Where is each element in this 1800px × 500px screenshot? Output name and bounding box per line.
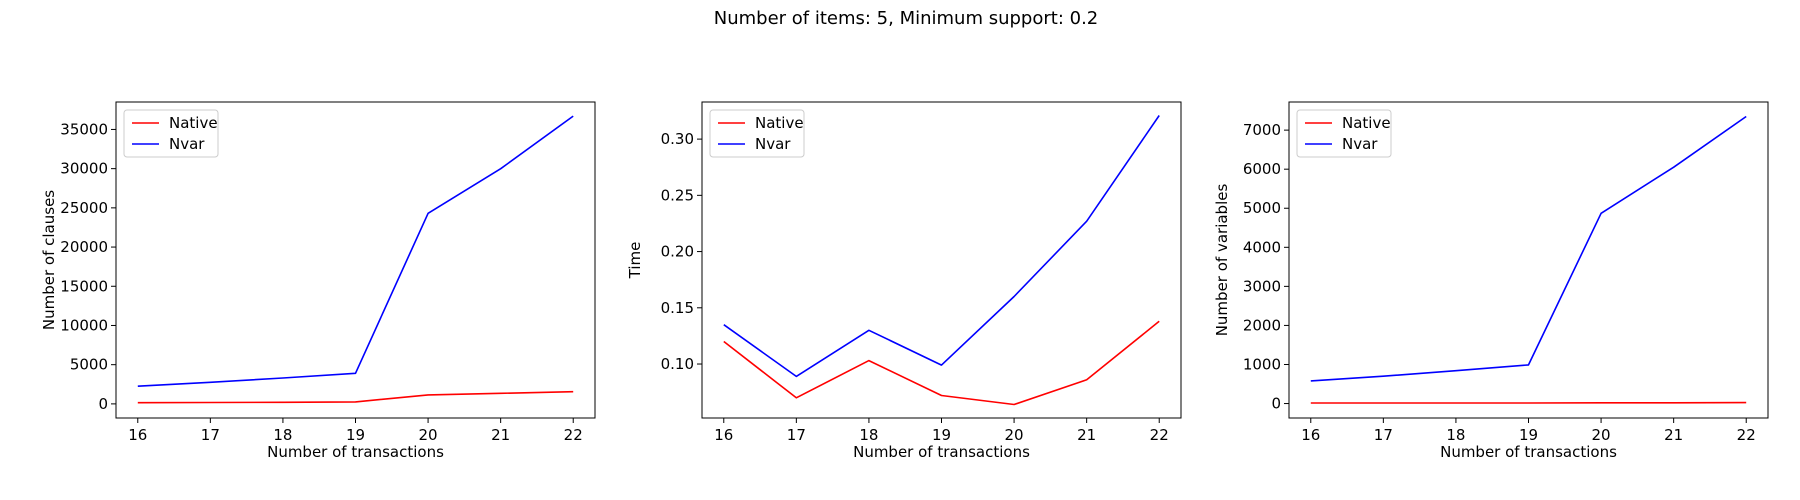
series-line-nvar	[1310, 115, 1747, 382]
legend-box	[1296, 109, 1392, 158]
y-axis-label: Number of variables	[1213, 184, 1231, 337]
x-tick-label: 21	[1664, 426, 1683, 444]
y-tick-label: 3000	[1243, 277, 1281, 295]
x-tick-label: 19	[1519, 426, 1538, 444]
y-tick-label: 1000	[1243, 355, 1281, 373]
y-tick-label: 0.30	[661, 130, 694, 148]
legend-label-nvar: Nvar	[1342, 135, 1378, 153]
legend-label-native: Native	[169, 114, 218, 132]
x-tick-label: 16	[714, 426, 733, 444]
y-tick-label: 20000	[60, 238, 108, 256]
series-line-nvar	[723, 115, 1160, 378]
y-tick-label: 0	[98, 395, 108, 413]
y-tick-label: 30000	[60, 160, 108, 178]
y-tick-label: 15000	[60, 277, 108, 295]
y-tick-label: 10000	[60, 316, 108, 334]
x-tick-label: 22	[564, 426, 583, 444]
x-tick-label: 19	[932, 426, 951, 444]
y-tick-label: 35000	[60, 120, 108, 138]
figure-suptitle: Number of items: 5, Minimum support: 0.2	[714, 8, 1099, 29]
x-tick-label: 17	[787, 426, 806, 444]
x-axis-label: Number of transactions	[853, 443, 1030, 461]
x-tick-label: 18	[1446, 426, 1465, 444]
series-line-native	[137, 390, 574, 404]
chart-panel-3: 16 17 18 19 20 21 22 0 1000 2000 3000 4000 5000 6000 7…	[1213, 101, 1769, 461]
x-tick-label: 18	[273, 426, 292, 444]
y-tick-label: 5000	[70, 356, 108, 374]
legend-box	[123, 109, 219, 158]
x-tick-label: 21	[491, 426, 510, 444]
series-line-nvar	[137, 115, 574, 387]
y-tick-label: 2000	[1243, 316, 1281, 334]
y-tick-label: 6000	[1243, 160, 1281, 178]
chart-panel-1: 16 17 18 19 20 21 22 0 5000 10000 15000 20000 25000 3…	[40, 101, 596, 461]
chart-panel-2: 16 17 18 19 20 21 22 0.10 0.15 0.20 0.25 0.30 Number…	[626, 101, 1182, 461]
x-tick-label: 17	[201, 426, 220, 444]
y-tick-label: 0.10	[661, 355, 694, 373]
x-tick-label: 20	[419, 426, 438, 444]
y-tick-label: 7000	[1243, 121, 1281, 139]
y-tick-label: 5000	[1243, 199, 1281, 217]
x-axis-label: Number of transactions	[267, 443, 444, 461]
x-tick-label: 22	[1737, 426, 1756, 444]
legend-label-native: Native	[755, 114, 804, 132]
x-tick-label: 17	[1374, 426, 1393, 444]
legend: Native Nvar	[1296, 109, 1392, 158]
legend-box	[709, 109, 805, 158]
y-tick-label: 0.20	[661, 243, 694, 261]
legend-label-nvar: Nvar	[169, 135, 205, 153]
y-tick-label: 0	[1271, 395, 1281, 413]
x-axis-label: Number of transactions	[1440, 443, 1617, 461]
x-tick-label: 18	[859, 426, 878, 444]
x-tick-label: 21	[1077, 426, 1096, 444]
legend: Native Nvar	[709, 109, 805, 158]
y-axis-label: Time	[626, 242, 644, 280]
x-tick-label: 16	[1301, 426, 1320, 444]
legend: Native Nvar	[123, 109, 219, 158]
y-tick-label: 0.15	[661, 299, 694, 317]
y-tick-label: 0.25	[661, 186, 694, 204]
x-tick-label: 20	[1005, 426, 1024, 444]
x-tick-label: 22	[1150, 426, 1169, 444]
x-tick-label: 20	[1592, 426, 1611, 444]
legend-label-native: Native	[1342, 114, 1391, 132]
y-axis-label: Number of clauses	[40, 190, 58, 330]
y-tick-label: 25000	[60, 199, 108, 217]
x-tick-label: 16	[128, 426, 147, 444]
x-tick-label: 19	[346, 426, 365, 444]
series-line-native	[723, 320, 1160, 406]
y-tick-label: 4000	[1243, 238, 1281, 256]
legend-label-nvar: Nvar	[755, 135, 791, 153]
